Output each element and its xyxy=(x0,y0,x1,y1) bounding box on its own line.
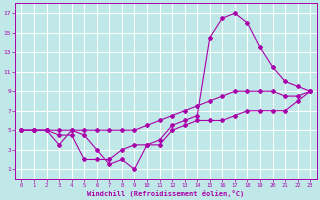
X-axis label: Windchill (Refroidissement éolien,°C): Windchill (Refroidissement éolien,°C) xyxy=(87,190,244,197)
